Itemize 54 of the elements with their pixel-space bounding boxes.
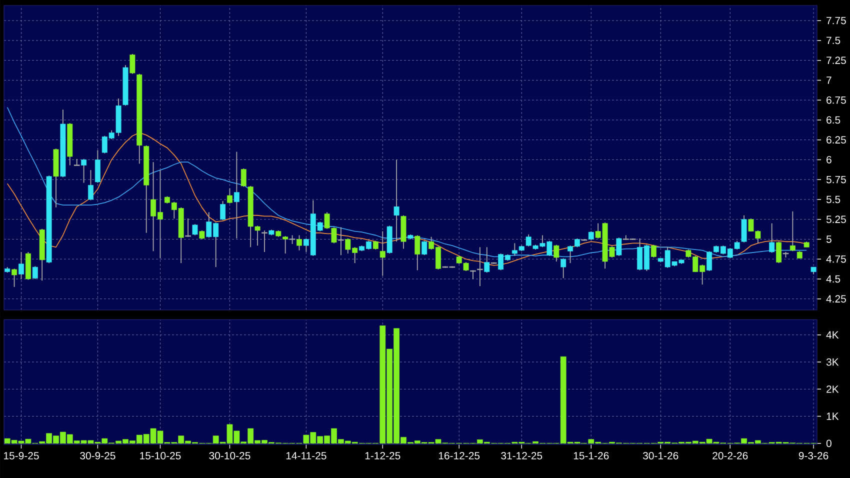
- candlestick: [18, 252, 24, 280]
- candlestick: [380, 230, 386, 276]
- x-tick-label: 15-9-25: [4, 452, 39, 460]
- y-tick-label: 4.75: [826, 255, 846, 263]
- x-tick-label: 30-1-26: [643, 452, 678, 460]
- y-tick-label: 4.25: [826, 295, 846, 303]
- candlestick: [234, 151, 240, 239]
- candlestick: [554, 244, 560, 262]
- y-tick-label: 1K: [826, 412, 839, 420]
- y-tick-label: 6: [826, 156, 832, 164]
- candlestick: [650, 244, 656, 258]
- candlestick: [192, 224, 198, 236]
- x-tick-label: 9-3-26: [798, 452, 828, 460]
- x-tick-label: 30-10-25: [209, 452, 250, 460]
- candlestick: [560, 258, 566, 279]
- x-tick-label: 14-11-25: [286, 452, 326, 460]
- x-tick-label: 31-12-25: [501, 452, 542, 460]
- candlestick: [88, 170, 94, 201]
- candlestick: [220, 200, 226, 221]
- candlestick: [422, 240, 428, 256]
- candlestick: [414, 234, 420, 271]
- y-tick-label: 5.25: [826, 216, 846, 224]
- y-tick-label: 5.75: [826, 176, 846, 184]
- y-tick-label: 5.5: [826, 196, 840, 204]
- x-tick-label: 15-1-26: [574, 452, 609, 460]
- y-tick-label: 3K: [826, 358, 839, 366]
- y-tick-label: 6.25: [826, 136, 846, 144]
- candlestick: [790, 210, 796, 252]
- y-tick-label: 2K: [826, 386, 839, 393]
- y-tick-label: 4K: [826, 331, 839, 338]
- candlestick: [769, 222, 775, 254]
- y-tick-label: 7.5: [826, 36, 840, 44]
- candlestick: [12, 268, 18, 288]
- y-tick-label: 6.5: [826, 116, 840, 124]
- y-tick-label: 7: [826, 76, 832, 84]
- y-tick-label: 7.25: [826, 56, 846, 64]
- candlestick: [94, 150, 100, 184]
- x-tick-label: 30-9-25: [80, 452, 116, 460]
- y-tick-label: 5: [826, 236, 832, 243]
- candlestick: [32, 266, 38, 280]
- x-tick-label: 15-10-25: [140, 452, 181, 460]
- candlestick: [741, 214, 747, 243]
- candlestick: [240, 168, 246, 188]
- y-tick-label: 6.75: [826, 96, 846, 104]
- candlestick: [394, 159, 400, 242]
- y-tick-label: 0: [826, 440, 832, 448]
- candlestick: [130, 54, 136, 74]
- candlestick: [227, 188, 232, 204]
- y-tick-label: 7.75: [826, 16, 846, 24]
- candlestick: [73, 158, 80, 166]
- x-tick-label: 1-12-25: [365, 452, 400, 460]
- y-tick-label: 4.5: [826, 275, 840, 283]
- x-tick-label: 20-2-26: [712, 452, 748, 460]
- x-tick-label: 16-12-25: [438, 452, 480, 460]
